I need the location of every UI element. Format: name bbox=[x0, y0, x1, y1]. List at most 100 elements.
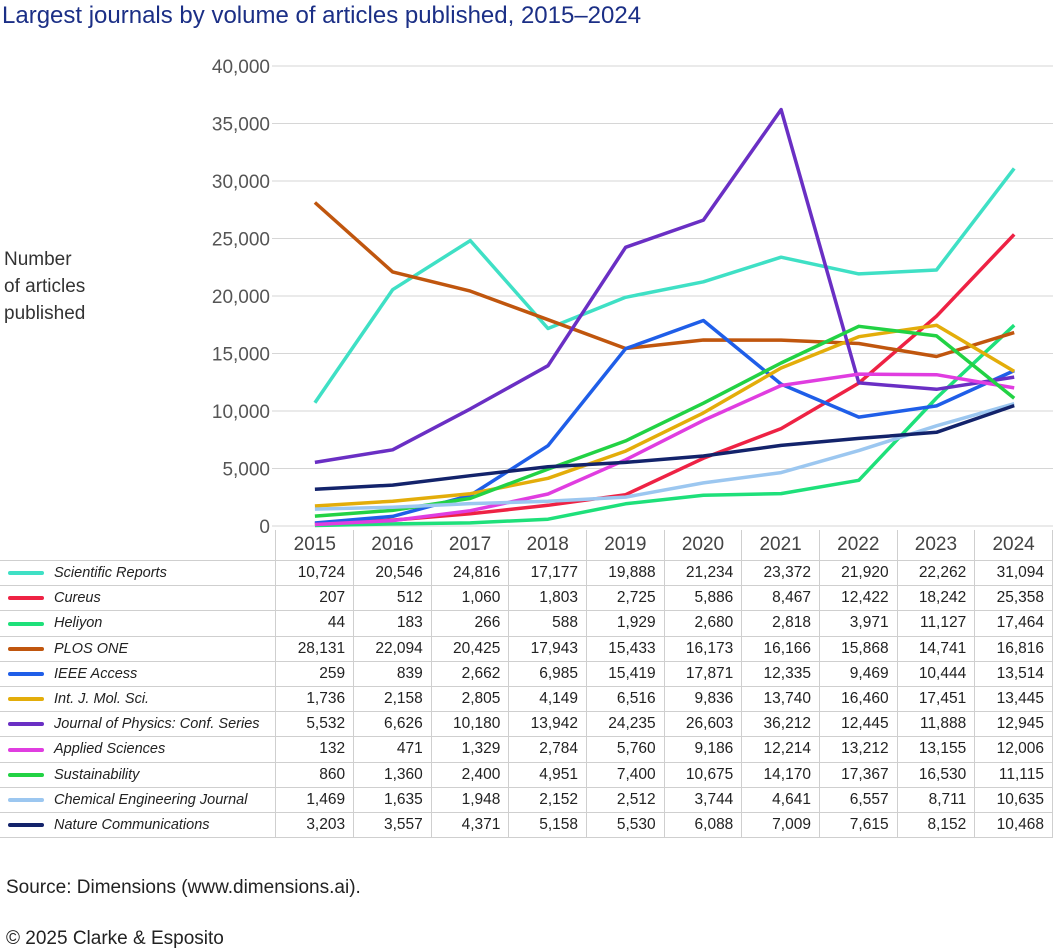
legend-swatch bbox=[8, 722, 44, 727]
data-label: 5,532 bbox=[275, 711, 355, 738]
data-label: 132 bbox=[275, 736, 355, 763]
y-tick-label: 20,000 bbox=[212, 287, 270, 308]
data-label: 2,818 bbox=[741, 610, 820, 637]
y-tick-label: 10,000 bbox=[212, 402, 270, 423]
data-label: 6,088 bbox=[663, 811, 743, 839]
data-label: 22,262 bbox=[896, 559, 976, 587]
series-name: Applied Sciences bbox=[54, 741, 166, 758]
table-row: Int. J. Mol. Sci. 1,736 2,158 2,805 4,149 6,5… bbox=[0, 685, 1053, 713]
series-name: PLOS ONE bbox=[54, 640, 129, 657]
series-lines bbox=[313, 107, 1016, 528]
legend-entry: Scientific Reports bbox=[0, 559, 277, 587]
year-header-row: 2015 2016 2017 2018 2019 2020 2021 2022 2023 2024 bbox=[0, 530, 1053, 561]
data-label: 5,760 bbox=[586, 736, 665, 763]
data-label: 16,460 bbox=[818, 685, 898, 713]
data-label: 22,094 bbox=[353, 635, 432, 662]
data-label: 1,329 bbox=[430, 736, 510, 763]
data-label: 6,626 bbox=[353, 711, 432, 738]
data-label: 5,886 bbox=[663, 585, 743, 612]
data-label: 36,212 bbox=[741, 711, 820, 738]
legend-entry: Journal of Physics: Conf. Series bbox=[0, 711, 277, 738]
data-label: 471 bbox=[353, 736, 432, 763]
legend-swatch bbox=[8, 797, 44, 802]
data-label: 10,180 bbox=[430, 711, 510, 738]
y-tick-label: 40,000 bbox=[212, 57, 270, 78]
data-label: 12,945 bbox=[974, 711, 1053, 738]
data-label: 44 bbox=[275, 610, 355, 637]
data-label: 4,371 bbox=[430, 811, 510, 839]
data-label: 3,744 bbox=[663, 786, 743, 813]
data-label: 18,242 bbox=[896, 585, 976, 612]
legend-entry: Sustainability bbox=[0, 761, 277, 788]
data-label: 21,920 bbox=[818, 559, 898, 587]
data-label: 21,234 bbox=[663, 559, 743, 587]
series-line bbox=[313, 167, 1016, 404]
data-label: 266 bbox=[430, 610, 510, 637]
table-row: Journal of Physics: Conf. Series 5,532 6,6… bbox=[0, 711, 1053, 738]
data-label: 14,741 bbox=[896, 635, 976, 662]
data-label: 12,214 bbox=[741, 736, 820, 763]
data-label: 1,360 bbox=[353, 761, 432, 788]
legend-swatch bbox=[8, 596, 44, 601]
series-name: Sustainability bbox=[54, 766, 140, 783]
table-row: IEEE Access 259 839 2,662 6,985 15,419 17,871 1… bbox=[0, 660, 1053, 687]
data-label: 20,425 bbox=[430, 635, 510, 662]
data-label: 5,158 bbox=[508, 811, 588, 839]
legend-swatch bbox=[8, 672, 44, 677]
data-label: 259 bbox=[275, 660, 355, 687]
data-label: 1,929 bbox=[586, 610, 665, 637]
series-line bbox=[314, 323, 1016, 528]
data-label: 25,358 bbox=[974, 585, 1053, 612]
data-label: 4,149 bbox=[508, 685, 588, 713]
data-label: 17,943 bbox=[508, 635, 588, 662]
legend-swatch bbox=[8, 823, 44, 828]
y-tick-labels: 0 5,000 10,000 15,000 20,000 25,000 30,000 35,0… bbox=[212, 57, 270, 538]
data-label: 1,060 bbox=[430, 585, 510, 612]
copyright-note: © 2025 Clarke & Esposito bbox=[6, 928, 224, 949]
legend-entry: Heliyon bbox=[0, 610, 277, 637]
data-label: 12,445 bbox=[818, 711, 898, 738]
data-label: 10,444 bbox=[896, 660, 976, 687]
table-row: Applied Sciences 132 471 1,329 2,784 5,760 9,1… bbox=[0, 736, 1053, 763]
data-label: 2,662 bbox=[430, 660, 510, 687]
data-label: 9,469 bbox=[818, 660, 898, 687]
data-label: 10,724 bbox=[275, 559, 355, 587]
data-label: 6,516 bbox=[586, 685, 665, 713]
x-tick-label: 2020 bbox=[663, 530, 743, 561]
series-name: Heliyon bbox=[54, 615, 103, 632]
data-label: 13,212 bbox=[818, 736, 898, 763]
data-label: 5,530 bbox=[586, 811, 665, 839]
data-label: 15,433 bbox=[586, 635, 665, 662]
data-label: 1,948 bbox=[430, 786, 510, 813]
series-name: Chemical Engineering Journal bbox=[54, 791, 248, 808]
data-label: 14,170 bbox=[741, 761, 820, 788]
data-label: 2,784 bbox=[508, 736, 588, 763]
data-label: 8,711 bbox=[896, 786, 976, 813]
data-label: 11,888 bbox=[896, 711, 976, 738]
legend-swatch bbox=[8, 697, 44, 702]
data-label: 8,152 bbox=[896, 811, 976, 839]
table-row: Scientific Reports 10,724 20,546 24,816 17,1… bbox=[0, 559, 1053, 587]
data-label: 512 bbox=[353, 585, 432, 612]
data-label: 24,816 bbox=[430, 559, 510, 587]
x-tick-label: 2015 bbox=[275, 530, 355, 561]
data-label: 2,400 bbox=[430, 761, 510, 788]
data-label: 12,335 bbox=[741, 660, 820, 687]
series-name: Nature Communications bbox=[54, 816, 210, 833]
y-tick-label: 35,000 bbox=[212, 115, 270, 136]
legend-swatch bbox=[8, 772, 44, 777]
series-line bbox=[314, 402, 1015, 511]
x-tick-label: 2022 bbox=[818, 530, 898, 561]
data-label: 4,951 bbox=[508, 761, 588, 788]
data-label: 13,514 bbox=[974, 660, 1053, 687]
data-label: 3,971 bbox=[818, 610, 898, 637]
x-tick-label: 2021 bbox=[741, 530, 820, 561]
data-label: 23,372 bbox=[741, 559, 820, 587]
legend-swatch bbox=[8, 646, 44, 651]
data-label: 13,445 bbox=[974, 685, 1053, 713]
y-tick-label: 15,000 bbox=[212, 345, 270, 366]
data-label: 2,158 bbox=[353, 685, 432, 713]
data-label: 13,942 bbox=[508, 711, 588, 738]
table-row: PLOS ONE 28,131 22,094 20,425 17,943 15,433 16… bbox=[0, 635, 1053, 662]
chart-title: Largest journals by volume of articles p… bbox=[2, 2, 642, 29]
